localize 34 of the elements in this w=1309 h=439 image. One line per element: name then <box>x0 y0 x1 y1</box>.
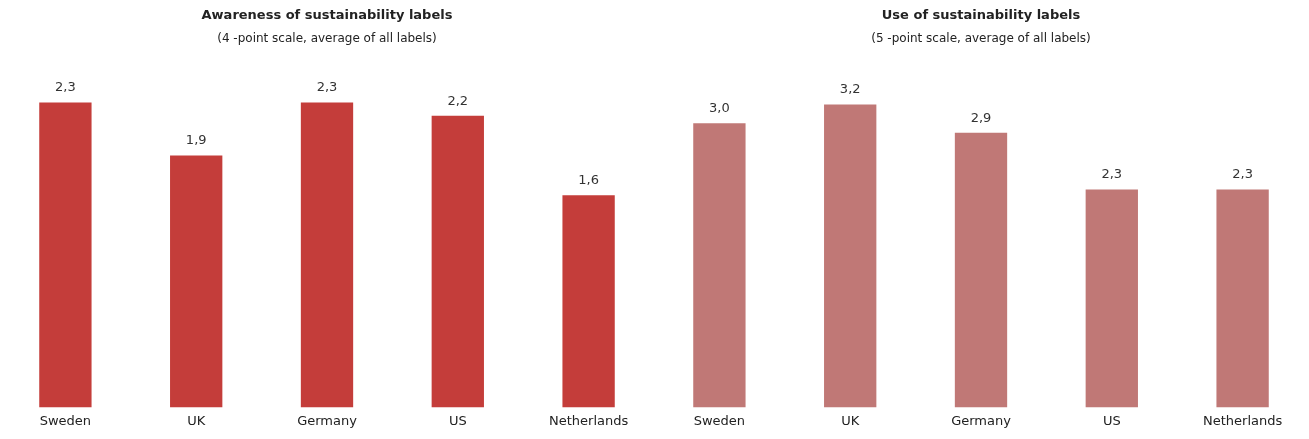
x-tick-label: UK <box>841 412 860 428</box>
bar <box>1085 189 1138 408</box>
bar <box>824 104 877 408</box>
x-tick-label: US <box>448 412 467 428</box>
data-label: 2,3 <box>1101 166 1123 182</box>
data-label: 3,0 <box>709 100 730 116</box>
bar <box>693 123 746 408</box>
data-label: 2,2 <box>447 92 469 108</box>
data-label: 2,9 <box>970 109 992 125</box>
x-tick-label: Sweden <box>693 412 746 428</box>
bar <box>954 132 1008 408</box>
bar <box>170 155 223 408</box>
bar <box>39 102 92 408</box>
bar <box>1216 189 1269 408</box>
x-tick-label: UK <box>187 412 206 428</box>
data-label: 2,3 <box>316 79 338 95</box>
data-label: 1,6 <box>578 172 599 188</box>
chart-subtitle: (5 -point scale, average of all labels) <box>871 30 1091 45</box>
x-tick-label: US <box>1102 412 1121 428</box>
x-tick-label: Netherlands <box>548 412 629 428</box>
data-label: 2,3 <box>55 79 76 95</box>
chart-title: Use of sustainability labels <box>881 7 1081 23</box>
x-tick-label: Sweden <box>39 412 92 428</box>
x-tick-label: Netherlands <box>1202 412 1283 428</box>
data-label: 3,2 <box>839 81 861 97</box>
data-label: 1,9 <box>185 132 207 148</box>
chart-subtitle: (4 -point scale, average of all labels) <box>217 30 437 45</box>
x-tick-label: Germany <box>951 412 1012 428</box>
x-tick-label: Germany <box>297 412 358 428</box>
bar <box>562 195 615 408</box>
data-label: 2,3 <box>1232 166 1253 182</box>
bar <box>300 102 354 408</box>
bar <box>431 115 484 408</box>
chart-title: Awareness of sustainability labels <box>201 7 453 23</box>
